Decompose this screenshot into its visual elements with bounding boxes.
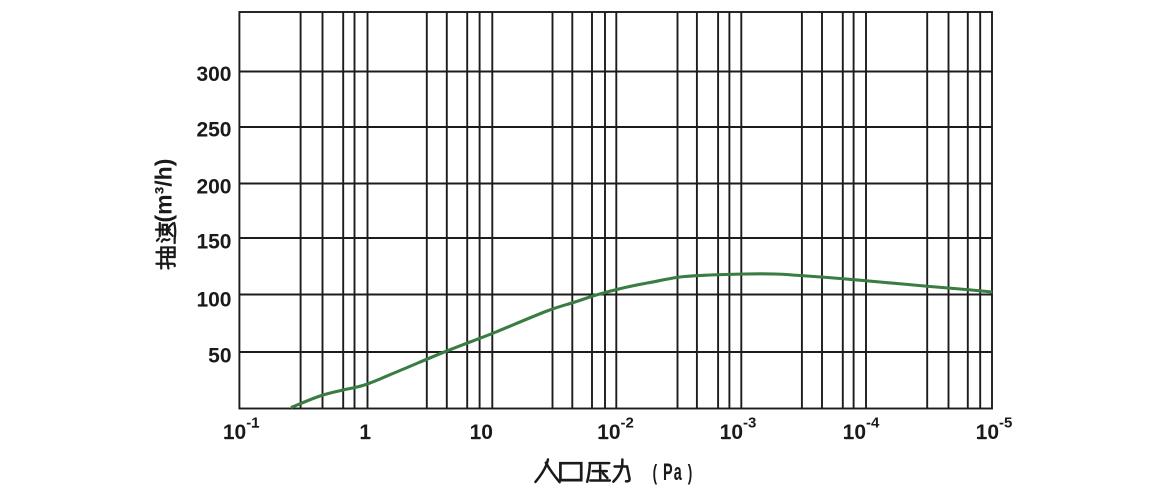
svg-text:150: 150 <box>196 230 231 253</box>
svg-text:1: 1 <box>359 421 371 444</box>
svg-text:(m³/h): (m³/h) <box>151 159 177 223</box>
svg-text:50: 50 <box>208 345 231 368</box>
svg-text:10: 10 <box>470 421 493 444</box>
svg-text:100: 100 <box>196 289 231 312</box>
svg-text:200: 200 <box>196 176 231 199</box>
svg-text:250: 250 <box>196 118 231 141</box>
svg-text:(Pa): (Pa) <box>653 459 693 486</box>
svg-text:300: 300 <box>196 63 231 86</box>
